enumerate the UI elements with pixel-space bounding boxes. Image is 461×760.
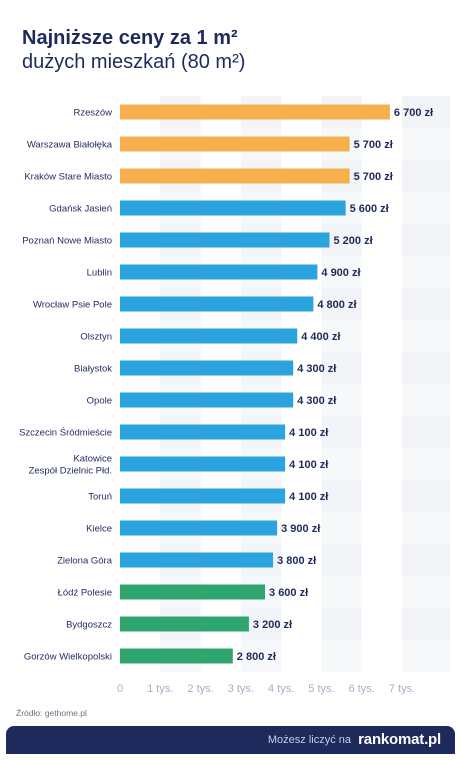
value-label: 4 300 zł <box>297 363 336 375</box>
value-label: 4 100 zł <box>289 427 328 439</box>
bar <box>120 296 314 312</box>
category-label: Olsztyn <box>80 332 112 343</box>
value-label: 6 700 zł <box>394 107 433 119</box>
category-label: Szczecin Śródmieście <box>19 427 112 439</box>
category-label: Kielce <box>86 524 112 535</box>
title-block: Najniższe ceny za 1 m² dużych mieszkań (… <box>22 26 245 74</box>
category-label: Kraków Stare Miasto <box>24 172 112 183</box>
bar <box>120 392 294 408</box>
category-label: Rzeszów <box>73 108 112 119</box>
grid-band <box>240 96 282 672</box>
bar-chart: Rzeszów 6 700 zł Warszawa Białołęka 5 700 z… <box>19 96 450 695</box>
x-tick-label: 5 tys. <box>308 683 334 695</box>
category-label: Opole <box>87 396 112 407</box>
x-tick-label: 2 tys. <box>187 683 213 695</box>
value-label: 3 600 zł <box>269 587 308 599</box>
value-label: 3 800 zł <box>277 555 316 567</box>
value-label: 5 600 zł <box>350 203 389 215</box>
value-label: 3 900 zł <box>281 523 320 535</box>
bar <box>120 232 330 248</box>
bar <box>120 520 278 536</box>
value-label: 4 900 zł <box>321 267 360 279</box>
category-label: Gorzów Wielkopolski <box>24 652 112 663</box>
value-label: 5 200 zł <box>333 235 372 247</box>
bar <box>120 104 390 120</box>
grid-band <box>402 96 450 672</box>
x-tick-label: 4 tys. <box>268 683 294 695</box>
value-label: 5 700 zł <box>354 139 393 151</box>
bar <box>120 360 294 376</box>
category-label: Łódź Polesie <box>58 588 112 599</box>
value-label: 4 400 zł <box>301 331 340 343</box>
bar <box>120 424 286 440</box>
grid-band <box>160 96 201 672</box>
x-tick-label: 7 tys. <box>389 683 415 695</box>
category-label: Warszawa Białołęka <box>27 140 113 151</box>
bar <box>120 328 298 344</box>
bar <box>120 456 286 472</box>
bar <box>120 584 266 600</box>
footer-tagline: Możesz liczyć na <box>267 734 351 746</box>
bar <box>120 616 249 632</box>
bar <box>120 552 274 568</box>
bar <box>120 488 286 504</box>
category-label: Toruń <box>88 492 112 503</box>
x-tick-label: 0 <box>117 683 123 695</box>
brand-logo[interactable]: rankomat.pl <box>358 731 441 748</box>
x-tick-label: 3 tys. <box>228 683 254 695</box>
x-tick-label: 6 tys. <box>349 683 375 695</box>
value-label: 4 800 zł <box>317 299 356 311</box>
chart-title: Najniższe ceny za 1 m² <box>22 27 238 49</box>
category-label: Lublin <box>87 268 112 279</box>
bar <box>120 648 233 664</box>
value-label: 2 800 zł <box>237 651 276 663</box>
x-tick-label: 1 tys. <box>147 683 173 695</box>
footer-bar: Możesz liczyć na rankomat.pl <box>6 726 455 754</box>
value-label: 3 200 zł <box>253 619 292 631</box>
bar <box>120 200 346 216</box>
value-label: 4 100 zł <box>289 459 328 471</box>
category-label: Poznań Nowe Miasto <box>22 236 112 247</box>
value-label: 4 300 zł <box>297 395 336 407</box>
category-label: Wrocław Psie Pole <box>33 300 112 311</box>
value-label: 5 700 zł <box>354 171 393 183</box>
category-label: Bydgoszcz <box>66 620 112 631</box>
bar <box>120 136 350 152</box>
value-label: 4 100 zł <box>289 491 328 503</box>
category-label: Białystok <box>74 364 112 375</box>
chart-subtitle: dużych mieszkań (80 m²) <box>22 51 246 73</box>
source-note: Źródło: gethome.pl <box>16 708 87 718</box>
category-label: Zielona Góra <box>57 556 113 567</box>
grid-band <box>321 96 362 672</box>
bar <box>120 264 318 280</box>
bar <box>120 168 350 184</box>
category-label: Gdańsk Jasień <box>49 204 112 215</box>
category-label: Katowice Zespół Dzielnic Płd. <box>29 454 112 477</box>
